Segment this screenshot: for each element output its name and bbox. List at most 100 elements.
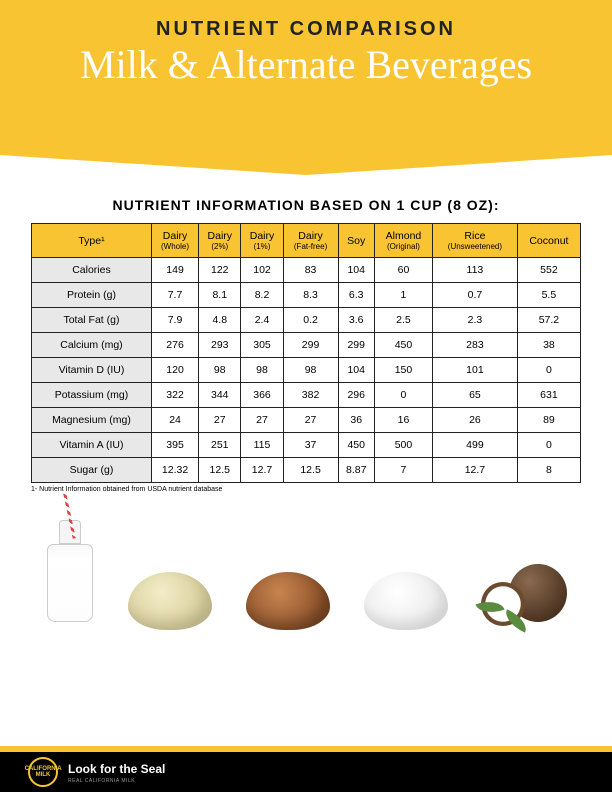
column-header: Dairy(Whole) [151,224,198,258]
soybean-icon [128,572,212,630]
row-label: Magnesium (mg) [32,408,152,433]
cell: 37 [283,433,338,458]
cell: 27 [199,408,241,433]
cell: 382 [283,383,338,408]
tagline: Look for the Seal [68,762,165,776]
cell: 395 [151,433,198,458]
footer: CALIFORNIA MILK Look for the Seal REAL C… [0,746,612,792]
table-row: Vitamin D (IU)1209898981041501010 [32,358,581,383]
cell: 296 [338,383,374,408]
table-row: Magnesium (mg)2427272736162689 [32,408,581,433]
table-row: Vitamin A (IU)395251115374505004990 [32,433,581,458]
cell: 65 [433,383,518,408]
cell: 276 [151,333,198,358]
overline: NUTRIENT COMPARISON [0,18,612,41]
cell: 0.7 [433,283,518,308]
cell: 24 [151,408,198,433]
cell: 12.7 [241,458,283,483]
cell: 305 [241,333,283,358]
table-row: Calories1491221028310460113552 [32,258,581,283]
cell: 12.7 [433,458,518,483]
cell: 36 [338,408,374,433]
row-label: Total Fat (g) [32,308,152,333]
cell: 4.8 [199,308,241,333]
cell: 8 [517,458,580,483]
cell: 0.2 [283,308,338,333]
cell: 631 [517,383,580,408]
cell: 89 [517,408,580,433]
row-label: Vitamin A (IU) [32,433,152,458]
tagline-sub: REAL CALIFORNIA MILK [68,778,165,784]
row-label: Potassium (mg) [32,383,152,408]
cell: 27 [283,408,338,433]
cell: 2.4 [241,308,283,333]
cell: 7.7 [151,283,198,308]
cell: 5.5 [517,283,580,308]
coconut-icon [481,558,567,630]
cell: 251 [199,433,241,458]
column-header: Almond(Original) [374,224,432,258]
row-label: Calories [32,258,152,283]
cell: 12.32 [151,458,198,483]
footnote: 1- Nutrient Information obtained from US… [31,486,612,493]
cell: 120 [151,358,198,383]
milk-bottle-icon [45,520,95,630]
row-label: Vitamin D (IU) [32,358,152,383]
cell: 98 [241,358,283,383]
cell: 38 [517,333,580,358]
cell: 2.5 [374,308,432,333]
row-label: Protein (g) [32,283,152,308]
cell: 104 [338,358,374,383]
cell: 101 [433,358,518,383]
cell: 6.3 [338,283,374,308]
cell: 500 [374,433,432,458]
cell: 115 [241,433,283,458]
page-title: Milk & Alternate Beverages [0,45,612,85]
cell: 299 [338,333,374,358]
cell: 299 [283,333,338,358]
cell: 60 [374,258,432,283]
table-row: Potassium (mg)322344366382296065631 [32,383,581,408]
cell: 113 [433,258,518,283]
cell: 450 [374,333,432,358]
column-header: Dairy(1%) [241,224,283,258]
column-header: Rice(Unsweetened) [433,224,518,258]
cell: 7.9 [151,308,198,333]
cell: 104 [338,258,374,283]
cell: 3.6 [338,308,374,333]
column-header: Dairy(2%) [199,224,241,258]
column-header: Coconut [517,224,580,258]
cell: 149 [151,258,198,283]
seal-icon: CALIFORNIA MILK [28,757,58,787]
cell: 0 [517,433,580,458]
column-header: Soy [338,224,374,258]
cell: 83 [283,258,338,283]
row-label: Sugar (g) [32,458,152,483]
rice-icon [364,572,448,630]
cell: 450 [338,433,374,458]
cell: 8.3 [283,283,338,308]
cell: 150 [374,358,432,383]
cell: 7 [374,458,432,483]
cell: 8.1 [199,283,241,308]
cell: 26 [433,408,518,433]
table-row: Total Fat (g)7.94.82.40.23.62.52.357.2 [32,308,581,333]
cell: 322 [151,383,198,408]
cell: 8.87 [338,458,374,483]
table-caption: NUTRIENT INFORMATION BASED ON 1 CUP (8 O… [0,197,612,213]
row-label: Calcium (mg) [32,333,152,358]
cell: 293 [199,333,241,358]
cell: 57.2 [517,308,580,333]
cell: 102 [241,258,283,283]
cell: 122 [199,258,241,283]
table-row: Calcium (mg)27629330529929945028338 [32,333,581,358]
type-header: Type¹ [32,224,152,258]
nutrient-table: Type¹Dairy(Whole)Dairy(2%)Dairy(1%)Dairy… [31,223,581,483]
cell: 16 [374,408,432,433]
cell: 283 [433,333,518,358]
cell: 12.5 [283,458,338,483]
cell: 8.2 [241,283,283,308]
cell: 27 [241,408,283,433]
almond-icon [246,572,330,630]
table-row: Protein (g)7.78.18.28.36.310.75.5 [32,283,581,308]
